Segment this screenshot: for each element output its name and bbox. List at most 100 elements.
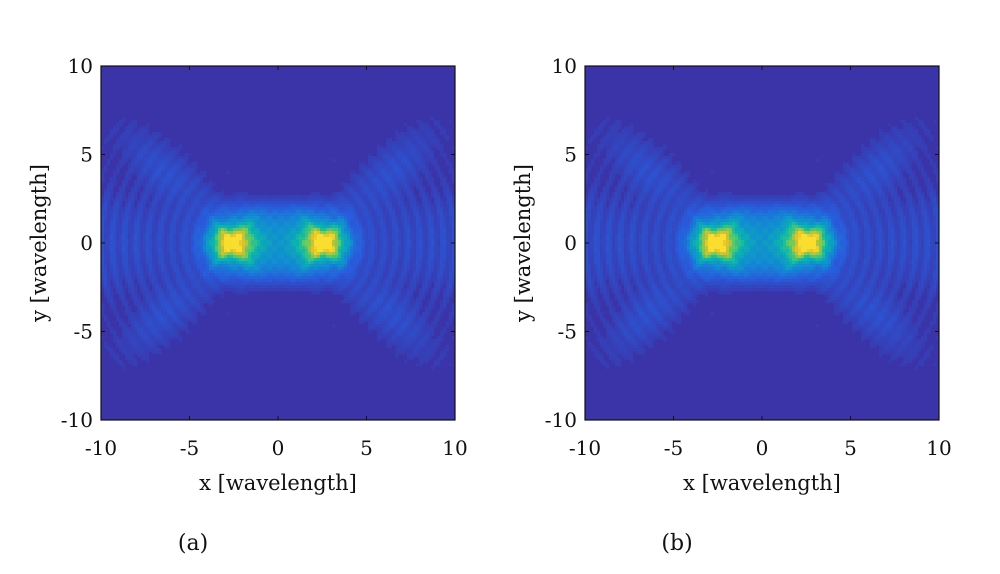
heatmap-cell xyxy=(194,222,198,226)
heatmap-cell xyxy=(191,288,195,292)
heatmap-cell xyxy=(395,156,399,160)
heatmap-cell xyxy=(131,144,135,148)
heatmap-cell xyxy=(323,228,327,232)
heatmap-cell xyxy=(131,234,135,238)
heatmap-cell xyxy=(140,273,144,277)
heatmap-cell xyxy=(410,192,414,196)
heatmap-cell xyxy=(260,270,264,274)
heatmap-cell xyxy=(155,246,159,250)
heatmap-cell xyxy=(425,237,429,241)
heatmap-cell xyxy=(395,177,399,181)
heatmap-cell xyxy=(140,267,144,271)
heatmap-cell xyxy=(140,138,144,142)
heatmap-cell xyxy=(239,243,243,247)
heatmap-cell xyxy=(107,264,111,268)
heatmap-cell xyxy=(152,135,156,139)
heatmap-cell xyxy=(323,279,327,283)
heatmap-cell xyxy=(242,237,246,241)
heatmap-cell xyxy=(419,213,423,217)
heatmap-cell xyxy=(287,201,291,205)
heatmap-cell xyxy=(398,174,402,178)
heatmap-cell xyxy=(308,207,312,211)
heatmap-cell xyxy=(299,249,303,253)
heatmap-cell xyxy=(125,219,129,223)
heatmap-cell xyxy=(335,192,339,196)
heatmap-cell xyxy=(173,279,177,283)
heatmap-cell xyxy=(173,291,177,295)
heatmap-cell xyxy=(320,195,324,199)
heatmap-cell xyxy=(101,213,105,217)
heatmap-cell xyxy=(425,234,429,238)
heatmap-cell xyxy=(380,216,384,220)
heatmap-cell xyxy=(173,192,177,196)
heatmap-cell xyxy=(350,237,354,241)
heatmap-cell xyxy=(137,129,141,133)
heatmap-cell xyxy=(260,204,264,208)
heatmap-cell xyxy=(368,210,372,214)
heatmap-cell xyxy=(236,216,240,220)
heatmap-cell xyxy=(170,174,174,178)
heatmap-cell xyxy=(443,204,447,208)
heatmap-cell xyxy=(410,138,414,142)
heatmap-cell xyxy=(329,201,333,205)
heatmap-cell xyxy=(314,270,318,274)
heatmap-cell xyxy=(398,171,402,175)
heatmap-cell xyxy=(164,231,168,235)
heatmap-cell xyxy=(233,213,237,217)
heatmap-cell xyxy=(146,153,150,157)
heatmap-cell xyxy=(131,285,135,289)
heatmap-cell xyxy=(398,132,402,136)
heatmap-cell xyxy=(206,273,210,277)
heatmap-cell xyxy=(296,267,300,271)
heatmap-cell xyxy=(143,261,147,265)
heatmap-cell xyxy=(320,213,324,217)
heatmap-cell xyxy=(149,183,153,187)
heatmap-cell xyxy=(263,231,267,235)
heatmap-cell xyxy=(167,183,171,187)
heatmap-cell xyxy=(212,249,216,253)
heatmap-cell xyxy=(104,222,108,226)
heatmap-cell xyxy=(329,255,333,259)
heatmap-cell xyxy=(221,246,225,250)
heatmap-cell xyxy=(380,243,384,247)
heatmap-cell xyxy=(437,255,441,259)
heatmap-cell xyxy=(164,249,168,253)
heatmap-cell xyxy=(374,171,378,175)
heatmap-cell xyxy=(218,276,222,280)
heatmap-cell xyxy=(155,210,159,214)
heatmap-cell xyxy=(134,195,138,199)
heatmap-cell xyxy=(392,261,396,265)
heatmap-cell xyxy=(449,252,453,256)
heatmap-cell xyxy=(167,138,171,142)
heatmap-cell xyxy=(167,162,171,166)
heatmap-cell xyxy=(452,195,456,199)
heatmap-cell xyxy=(431,186,435,190)
heatmap-cell xyxy=(383,291,387,295)
heatmap-cell xyxy=(101,168,105,172)
heatmap-cell xyxy=(260,288,264,292)
heatmap-cell xyxy=(284,204,288,208)
heatmap-cell xyxy=(197,237,201,241)
heatmap-cell xyxy=(182,258,186,262)
heatmap-cell xyxy=(119,237,123,241)
heatmap-cell xyxy=(161,204,165,208)
heatmap-cell xyxy=(389,180,393,184)
heatmap-cell xyxy=(236,207,240,211)
heatmap-cell xyxy=(137,180,141,184)
heatmap-cell xyxy=(194,213,198,217)
heatmap-cell xyxy=(128,171,132,175)
heatmap-cell xyxy=(419,216,423,220)
heatmap-cell xyxy=(242,270,246,274)
heatmap-cell xyxy=(308,246,312,250)
heatmap-cell xyxy=(305,237,309,241)
heatmap-cell xyxy=(185,153,189,157)
heatmap-cell xyxy=(239,267,243,271)
heatmap-cell xyxy=(263,264,267,268)
heatmap-cell xyxy=(410,231,414,235)
heatmap-cell xyxy=(251,264,255,268)
heatmap-cell xyxy=(407,273,411,277)
heatmap-cell xyxy=(185,156,189,160)
heatmap-cell xyxy=(251,213,255,217)
heatmap-cell xyxy=(299,243,303,247)
heatmap-cell xyxy=(176,285,180,289)
